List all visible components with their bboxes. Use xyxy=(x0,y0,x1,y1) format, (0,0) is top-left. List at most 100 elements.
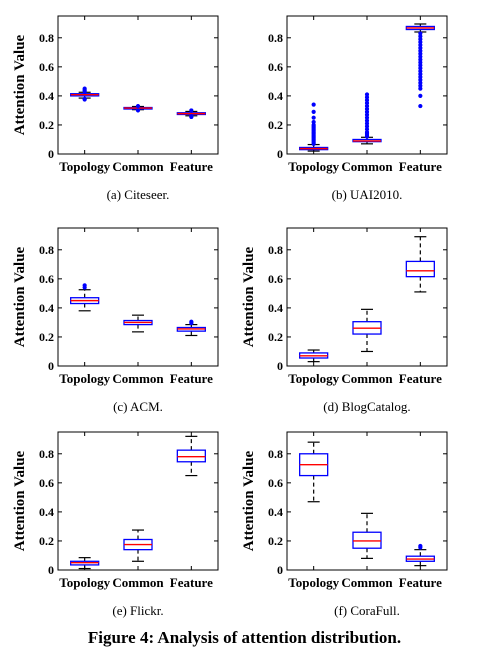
y-tick-label: 0.2 xyxy=(268,330,283,344)
x-tick-label: Feature xyxy=(170,159,213,174)
outlier-point xyxy=(135,108,141,113)
outlier-point xyxy=(364,92,370,97)
y-tick-label: 0 xyxy=(48,147,54,161)
box-topology: Topology xyxy=(59,432,111,590)
box-topology: Topology xyxy=(59,228,111,386)
y-tick-label: 0.4 xyxy=(39,89,54,103)
outlier-point xyxy=(418,31,423,36)
y-tick-label: 0 xyxy=(277,563,283,577)
box-common: Common xyxy=(341,16,393,174)
y-tick-label: 0.6 xyxy=(39,272,54,286)
y-tick-label: 0.8 xyxy=(39,31,54,45)
outlier-point xyxy=(311,119,316,125)
box-topology: Topology xyxy=(288,16,340,174)
x-tick-label: Topology xyxy=(288,575,339,590)
subfigure-caption: (a) Citeseer. xyxy=(107,187,170,202)
x-tick-label: Feature xyxy=(399,371,442,386)
x-tick-label: Common xyxy=(112,371,164,386)
figure-caption: Figure 4: Analysis of attention distribu… xyxy=(87,628,402,647)
outlier-point xyxy=(82,283,87,288)
box-common: Common xyxy=(341,228,393,386)
box-iqr xyxy=(352,531,382,549)
x-tick-label: Common xyxy=(112,159,164,174)
plot-frame xyxy=(57,227,219,367)
x-tick-label: Topology xyxy=(288,159,339,174)
plot-frame xyxy=(286,227,448,367)
x-tick-label: Common xyxy=(341,159,393,174)
box-feature: Feature xyxy=(399,432,442,590)
y-axis-label: Attention Value xyxy=(12,246,28,347)
y-tick-label: 0.8 xyxy=(39,447,54,461)
outlier-point xyxy=(311,102,316,107)
x-tick-label: Feature xyxy=(399,575,442,590)
box-feature: Feature xyxy=(399,16,442,174)
x-tick-label: Feature xyxy=(170,575,213,590)
y-tick-label: 0.6 xyxy=(39,476,54,490)
plot-frame xyxy=(57,15,219,155)
y-tick-label: 0.6 xyxy=(268,60,283,74)
box-topology: Topology xyxy=(59,16,111,174)
y-tick-label: 0.2 xyxy=(39,534,54,548)
y-axis-label: Attention Value xyxy=(241,246,257,347)
chart-panel: 0 0.2 0.4 0.6 0.8 Attention Value Topology Comm… xyxy=(241,227,448,414)
y-tick-label: 0.8 xyxy=(268,31,283,45)
x-tick-label: Common xyxy=(341,575,393,590)
outlier-point xyxy=(311,109,316,114)
x-tick-label: Topology xyxy=(59,159,110,174)
y-tick-label: 0.6 xyxy=(268,272,283,286)
outlier-point xyxy=(135,103,141,109)
x-tick-label: Feature xyxy=(170,371,213,386)
y-tick-label: 0.4 xyxy=(268,89,283,103)
y-tick-label: 0.4 xyxy=(39,301,54,315)
y-tick-label: 0.2 xyxy=(268,534,283,548)
y-tick-label: 0.4 xyxy=(39,505,54,519)
outlier-point xyxy=(189,114,194,119)
x-tick-label: Common xyxy=(341,371,393,386)
box-topology: Topology xyxy=(288,228,340,386)
subfigure-caption: (e) Flickr. xyxy=(112,603,163,618)
outlier-point xyxy=(418,543,423,549)
x-tick-label: Topology xyxy=(59,575,110,590)
x-tick-label: Feature xyxy=(399,159,442,174)
x-tick-label: Topology xyxy=(59,371,110,386)
y-tick-label: 0.8 xyxy=(268,447,283,461)
y-tick-label: 0.8 xyxy=(39,243,54,257)
outlier-point xyxy=(82,86,87,91)
box-iqr xyxy=(176,449,206,463)
box-feature: Feature xyxy=(170,432,213,590)
outlier-point xyxy=(311,115,316,120)
y-tick-label: 0.2 xyxy=(39,118,54,132)
outlier-point xyxy=(418,103,423,109)
y-axis-label: Attention Value xyxy=(241,450,257,551)
chart-panel: 0 0.2 0.4 0.6 0.8 Attention Value Topology Comm… xyxy=(12,431,219,618)
y-tick-label: 0.6 xyxy=(268,476,283,490)
chart-panel: 0 0.2 0.4 0.6 0.8 Topology Common Feature (b) UA… xyxy=(268,15,448,202)
y-tick-label: 0.6 xyxy=(39,60,54,74)
subfigure-caption: (d) BlogCatalog. xyxy=(323,399,410,414)
box-feature: Feature xyxy=(170,16,213,174)
y-axis-label: Attention Value xyxy=(12,34,28,135)
chart-panel: 0 0.2 0.4 0.6 0.8 Attention Value Topology Comm… xyxy=(12,227,219,414)
subfigure-caption: (b) UAI2010. xyxy=(332,187,403,202)
box-iqr xyxy=(405,260,435,278)
subfigure-caption: (c) ACM. xyxy=(113,399,163,414)
box-feature: Feature xyxy=(170,228,213,386)
outlier-point xyxy=(189,319,194,324)
y-tick-label: 0.2 xyxy=(39,330,54,344)
x-tick-label: Topology xyxy=(288,371,339,386)
box-common: Common xyxy=(341,432,393,590)
box-common: Common xyxy=(112,432,164,590)
chart-panel: 0 0.2 0.4 0.6 0.8 Attention Value Topology Comm… xyxy=(241,431,448,618)
y-tick-label: 0 xyxy=(48,563,54,577)
y-tick-label: 0.4 xyxy=(268,505,283,519)
subfigure-caption: (f) CoraFull. xyxy=(334,603,400,618)
y-tick-label: 0 xyxy=(48,359,54,373)
outlier-point xyxy=(189,108,194,113)
outlier-point xyxy=(82,96,87,101)
y-tick-label: 0.4 xyxy=(268,301,283,315)
y-tick-label: 0.2 xyxy=(268,118,283,132)
box-common: Common xyxy=(112,228,164,386)
chart-panel: 0 0.2 0.4 0.6 0.8 Attention Value Topology Comm… xyxy=(12,15,219,202)
box-topology: Topology xyxy=(288,432,340,590)
y-tick-label: 0 xyxy=(277,147,283,161)
